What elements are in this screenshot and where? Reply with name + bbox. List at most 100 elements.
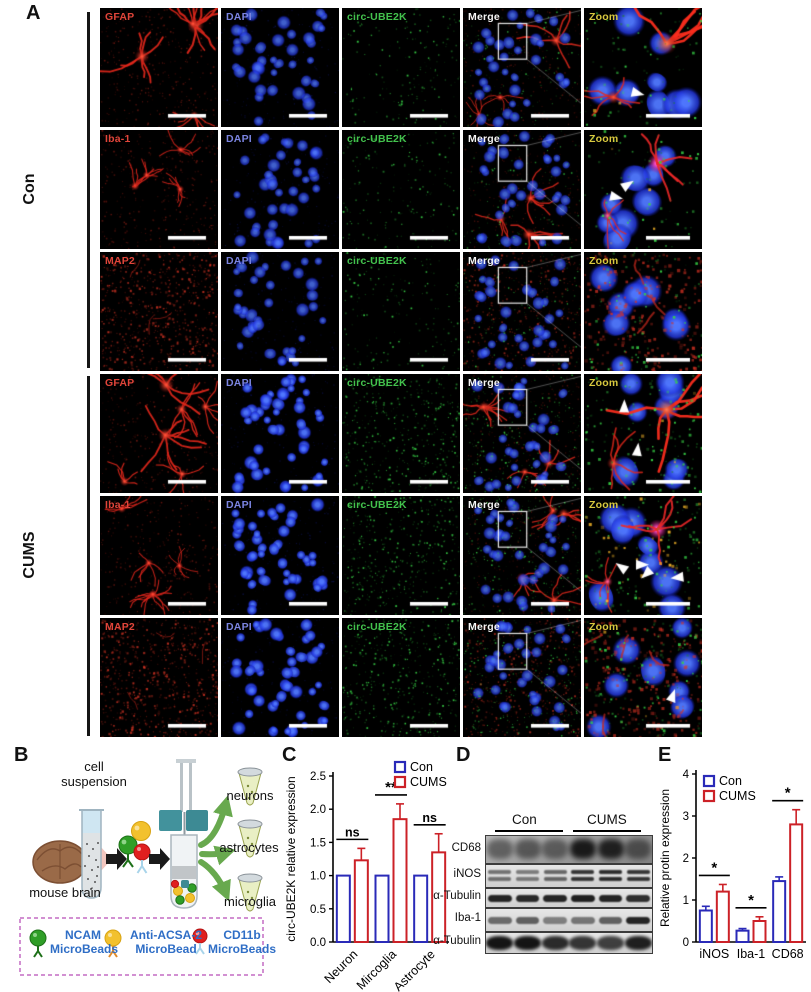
blot-strip-3 xyxy=(485,908,653,932)
mouse-brain-label: mouse brain xyxy=(29,885,101,900)
micrograph-con-map2-merge: Merge xyxy=(463,252,581,371)
legend-label-Con: Con xyxy=(719,774,742,788)
micrograph-canvas xyxy=(342,618,460,737)
legend-label-CUMS: CUMS xyxy=(410,775,447,789)
micrograph-cums-gfap-dapi: DAPI xyxy=(221,374,339,493)
panel-e-label: E xyxy=(658,744,672,766)
blot-label-2: α-Tubulin xyxy=(433,890,481,902)
micrograph-canvas xyxy=(221,130,339,249)
x-category-label: Iba-1 xyxy=(737,947,766,961)
y-axis-label: circ-UBE2K relative expression xyxy=(284,776,298,941)
micrograph-cums-map2-zoom: Zoom xyxy=(584,618,702,737)
micrograph-channel-label: Zoom xyxy=(589,377,619,389)
micrograph-con-map2-zoom: Zoom xyxy=(584,252,702,371)
y-tick-label: 1 xyxy=(683,895,689,907)
micrograph-con-gfap-merge: Merge xyxy=(463,8,581,127)
bar-CUMS-Iba-1 xyxy=(752,920,767,943)
micrograph-canvas xyxy=(342,496,460,615)
micrograph-cums-gfap-merge: Merge xyxy=(463,374,581,493)
micrograph-canvas xyxy=(463,130,581,249)
micrograph-con-map2-circ: circ-UBE2K xyxy=(342,252,460,371)
micrograph-channel-label: DAPI xyxy=(226,499,252,511)
micrograph-canvas xyxy=(584,618,702,737)
panel-e: 0 1 2 3 4 Relative protin expression * iNOS * Iba… xyxy=(658,750,811,992)
significance-label: ns xyxy=(345,825,360,839)
panel-d: Con CUMS CD68 iNOS α-Tubulin Iba-1 α-Tubulin xyxy=(425,752,665,992)
wb-group-cums-label: CUMS xyxy=(587,812,627,827)
y-tick-label: 3 xyxy=(683,811,689,823)
micrograph-channel-label: circ-UBE2K xyxy=(347,11,407,23)
micrograph-con-gfap-marker: GFAP xyxy=(100,8,218,127)
y-axis-label: Relative protin expression xyxy=(658,789,672,927)
micrograph-canvas xyxy=(342,130,460,249)
micrograph-channel-label: Zoom xyxy=(589,133,619,145)
micrograph-canvas xyxy=(584,130,702,249)
micrograph-channel-label: DAPI xyxy=(226,377,252,389)
micrograph-con-iba-1-zoom: Zoom xyxy=(584,130,702,249)
micrograph-channel-label: Merge xyxy=(468,377,500,389)
y-tick-label: 1.5 xyxy=(310,837,326,849)
microglia-label: microglia xyxy=(223,894,276,909)
legend-label-Con: Con xyxy=(410,760,433,774)
micrograph-cums-iba-1-zoom: Zoom xyxy=(584,496,702,615)
micrograph-con-iba-1-marker: Iba-1 xyxy=(100,130,218,249)
group-label-con: Con xyxy=(21,173,38,205)
micrograph-channel-label: GFAP xyxy=(105,377,135,389)
micrograph-cums-map2-merge: Merge xyxy=(463,618,581,737)
legend-swatch-CUMS xyxy=(702,789,716,803)
neurons-label: neurons xyxy=(226,788,274,803)
micrograph-channel-label: circ-UBE2K xyxy=(347,621,407,633)
micrograph-canvas xyxy=(221,618,339,737)
micrograph-canvas xyxy=(342,8,460,127)
micrograph-canvas xyxy=(584,374,702,493)
y-tick-label: 2.0 xyxy=(310,804,326,816)
legend-cd11b-line2: MicroBeads xyxy=(208,942,277,957)
blot-strip-2 xyxy=(485,888,653,908)
micrograph-con-map2-marker: MAP2 xyxy=(100,252,218,371)
micrograph-cums-map2-dapi: DAPI xyxy=(221,618,339,737)
micrograph-canvas xyxy=(100,496,218,615)
micrograph-channel-label: MAP2 xyxy=(105,255,135,267)
micrograph-canvas xyxy=(100,618,218,737)
micrograph-channel-label: circ-UBE2K xyxy=(347,133,407,145)
panel-b: cell suspension mouse brain neurons astr… xyxy=(5,748,280,992)
bar-CUMS-CD68 xyxy=(789,823,804,943)
micrograph-channel-label: Merge xyxy=(468,621,500,633)
micrograph-canvas xyxy=(221,496,339,615)
micrograph-cums-map2-circ: circ-UBE2K xyxy=(342,618,460,737)
micrograph-channel-label: DAPI xyxy=(226,133,252,145)
micrograph-canvas xyxy=(100,130,218,249)
micrograph-canvas xyxy=(100,8,218,127)
con-bracket xyxy=(87,12,90,368)
legend-acsa-line1: Anti-ACSA-2 xyxy=(130,928,202,942)
micrograph-con-gfap-dapi: DAPI xyxy=(221,8,339,127)
micrograph-channel-label: Zoom xyxy=(589,499,619,511)
y-tick-label: 0 xyxy=(683,937,689,949)
wb-underline-cums xyxy=(573,830,641,832)
blot-label-1: iNOS xyxy=(453,868,481,880)
significance-label: * xyxy=(711,859,717,876)
micrograph-cums-iba-1-merge: Merge xyxy=(463,496,581,615)
micrograph-channel-label: MAP2 xyxy=(105,621,135,633)
blot-strip-4 xyxy=(485,932,653,954)
bar-Con-CD68 xyxy=(772,880,787,944)
legend-acsa-line2: MicroBead xyxy=(135,942,197,957)
bar-Con-Astrocyte xyxy=(413,874,429,943)
micrograph-canvas xyxy=(221,252,339,371)
significance-label: ** xyxy=(385,779,397,796)
y-tick-label: 2 xyxy=(683,853,689,865)
micrograph-canvas xyxy=(584,8,702,127)
blot-label-3: Iba-1 xyxy=(454,912,481,924)
micrograph-channel-label: GFAP xyxy=(105,11,135,23)
astrocytes-label: astrocytes xyxy=(219,840,279,855)
panel-c-label: C xyxy=(282,744,297,766)
micrograph-con-gfap-circ: circ-UBE2K xyxy=(342,8,460,127)
micrograph-canvas xyxy=(342,252,460,371)
micrograph-channel-label: DAPI xyxy=(226,11,252,23)
y-tick-label: 0.5 xyxy=(310,904,326,916)
bar-CUMS-iNOS xyxy=(715,890,730,944)
microbeads-icon xyxy=(118,821,151,874)
significance-label: ns xyxy=(422,811,437,825)
micrograph-con-iba-1-circ: circ-UBE2K xyxy=(342,130,460,249)
micrograph-channel-label: Zoom xyxy=(589,11,619,23)
